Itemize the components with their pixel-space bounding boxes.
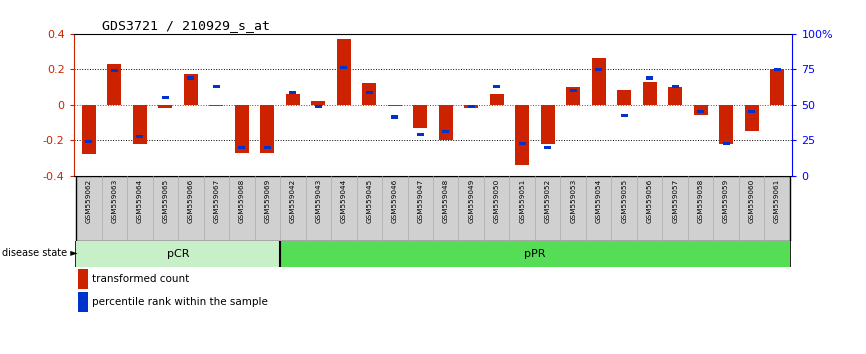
- Bar: [697, 110, 704, 113]
- Bar: [136, 135, 144, 138]
- Text: GSM559060: GSM559060: [748, 179, 754, 223]
- Bar: [111, 69, 118, 73]
- Bar: [773, 68, 780, 71]
- Text: GSM559063: GSM559063: [112, 179, 118, 223]
- Bar: [280, 241, 790, 267]
- Bar: [388, 105, 402, 107]
- Bar: [646, 76, 653, 80]
- Text: GSM559057: GSM559057: [672, 179, 678, 223]
- Text: GDS3721 / 210929_s_at: GDS3721 / 210929_s_at: [102, 19, 270, 33]
- Text: GSM559043: GSM559043: [315, 179, 321, 223]
- Bar: [391, 115, 398, 119]
- Text: GSM559058: GSM559058: [698, 179, 704, 223]
- Bar: [643, 81, 656, 105]
- Text: GSM559062: GSM559062: [86, 179, 92, 223]
- Bar: [464, 105, 478, 108]
- Bar: [566, 87, 580, 105]
- Bar: [107, 64, 121, 105]
- Text: GSM559052: GSM559052: [545, 179, 551, 223]
- Bar: [439, 105, 453, 140]
- Bar: [694, 105, 708, 115]
- Bar: [570, 89, 577, 92]
- Bar: [82, 105, 96, 154]
- Text: GSM559046: GSM559046: [391, 179, 397, 223]
- Bar: [540, 105, 555, 144]
- Bar: [76, 241, 280, 267]
- Text: GSM559066: GSM559066: [188, 179, 194, 223]
- Bar: [468, 105, 475, 108]
- Text: GSM559068: GSM559068: [239, 179, 245, 223]
- Bar: [162, 96, 169, 99]
- Bar: [515, 105, 529, 165]
- Bar: [184, 74, 197, 105]
- Text: GSM559051: GSM559051: [520, 179, 525, 223]
- Bar: [286, 94, 300, 105]
- Bar: [314, 105, 322, 108]
- Bar: [748, 110, 755, 113]
- Bar: [671, 85, 679, 88]
- Text: GSM559053: GSM559053: [570, 179, 576, 223]
- Bar: [86, 140, 93, 143]
- Text: GSM559048: GSM559048: [443, 179, 449, 223]
- Bar: [489, 94, 504, 105]
- Text: GSM559067: GSM559067: [213, 179, 219, 223]
- Bar: [235, 105, 249, 153]
- Bar: [544, 145, 552, 149]
- Bar: [213, 85, 220, 88]
- Bar: [443, 130, 449, 133]
- Bar: [311, 101, 326, 105]
- Bar: [210, 105, 223, 107]
- Bar: [187, 76, 195, 80]
- Bar: [519, 142, 526, 145]
- Bar: [621, 114, 628, 117]
- Text: GSM559047: GSM559047: [417, 179, 423, 223]
- Text: GSM559064: GSM559064: [137, 179, 143, 223]
- Text: GSM559069: GSM559069: [264, 179, 270, 223]
- Bar: [669, 87, 682, 105]
- Bar: [337, 39, 351, 105]
- Bar: [595, 68, 602, 71]
- Text: GSM559055: GSM559055: [621, 179, 627, 223]
- Text: GSM559049: GSM559049: [469, 179, 475, 223]
- Text: GSM559042: GSM559042: [290, 179, 296, 223]
- Bar: [591, 58, 605, 105]
- Bar: [719, 105, 734, 144]
- Text: GSM559065: GSM559065: [162, 179, 168, 223]
- Bar: [158, 105, 172, 108]
- Bar: [289, 91, 296, 94]
- Bar: [264, 145, 271, 149]
- Text: GSM559054: GSM559054: [596, 179, 602, 223]
- Text: GSM559059: GSM559059: [723, 179, 729, 223]
- Text: transformed count: transformed count: [92, 274, 189, 284]
- Text: pPR: pPR: [524, 249, 546, 259]
- Bar: [413, 105, 427, 128]
- Bar: [132, 105, 147, 144]
- Text: GSM559050: GSM559050: [494, 179, 500, 223]
- Text: GSM559044: GSM559044: [341, 179, 346, 223]
- Bar: [417, 133, 423, 136]
- Bar: [617, 90, 631, 105]
- Bar: [722, 142, 730, 145]
- Bar: [770, 69, 784, 105]
- Text: percentile rank within the sample: percentile rank within the sample: [92, 297, 268, 307]
- Text: GSM559045: GSM559045: [366, 179, 372, 223]
- Bar: [340, 66, 347, 69]
- Bar: [365, 91, 373, 94]
- Bar: [362, 83, 377, 105]
- Text: GSM559056: GSM559056: [647, 179, 653, 223]
- Bar: [261, 105, 275, 153]
- Text: pCR: pCR: [167, 249, 190, 259]
- Bar: [745, 105, 759, 131]
- Bar: [493, 85, 501, 88]
- Text: GSM559061: GSM559061: [774, 179, 780, 223]
- Bar: [238, 145, 245, 149]
- Text: disease state ►: disease state ►: [2, 248, 77, 258]
